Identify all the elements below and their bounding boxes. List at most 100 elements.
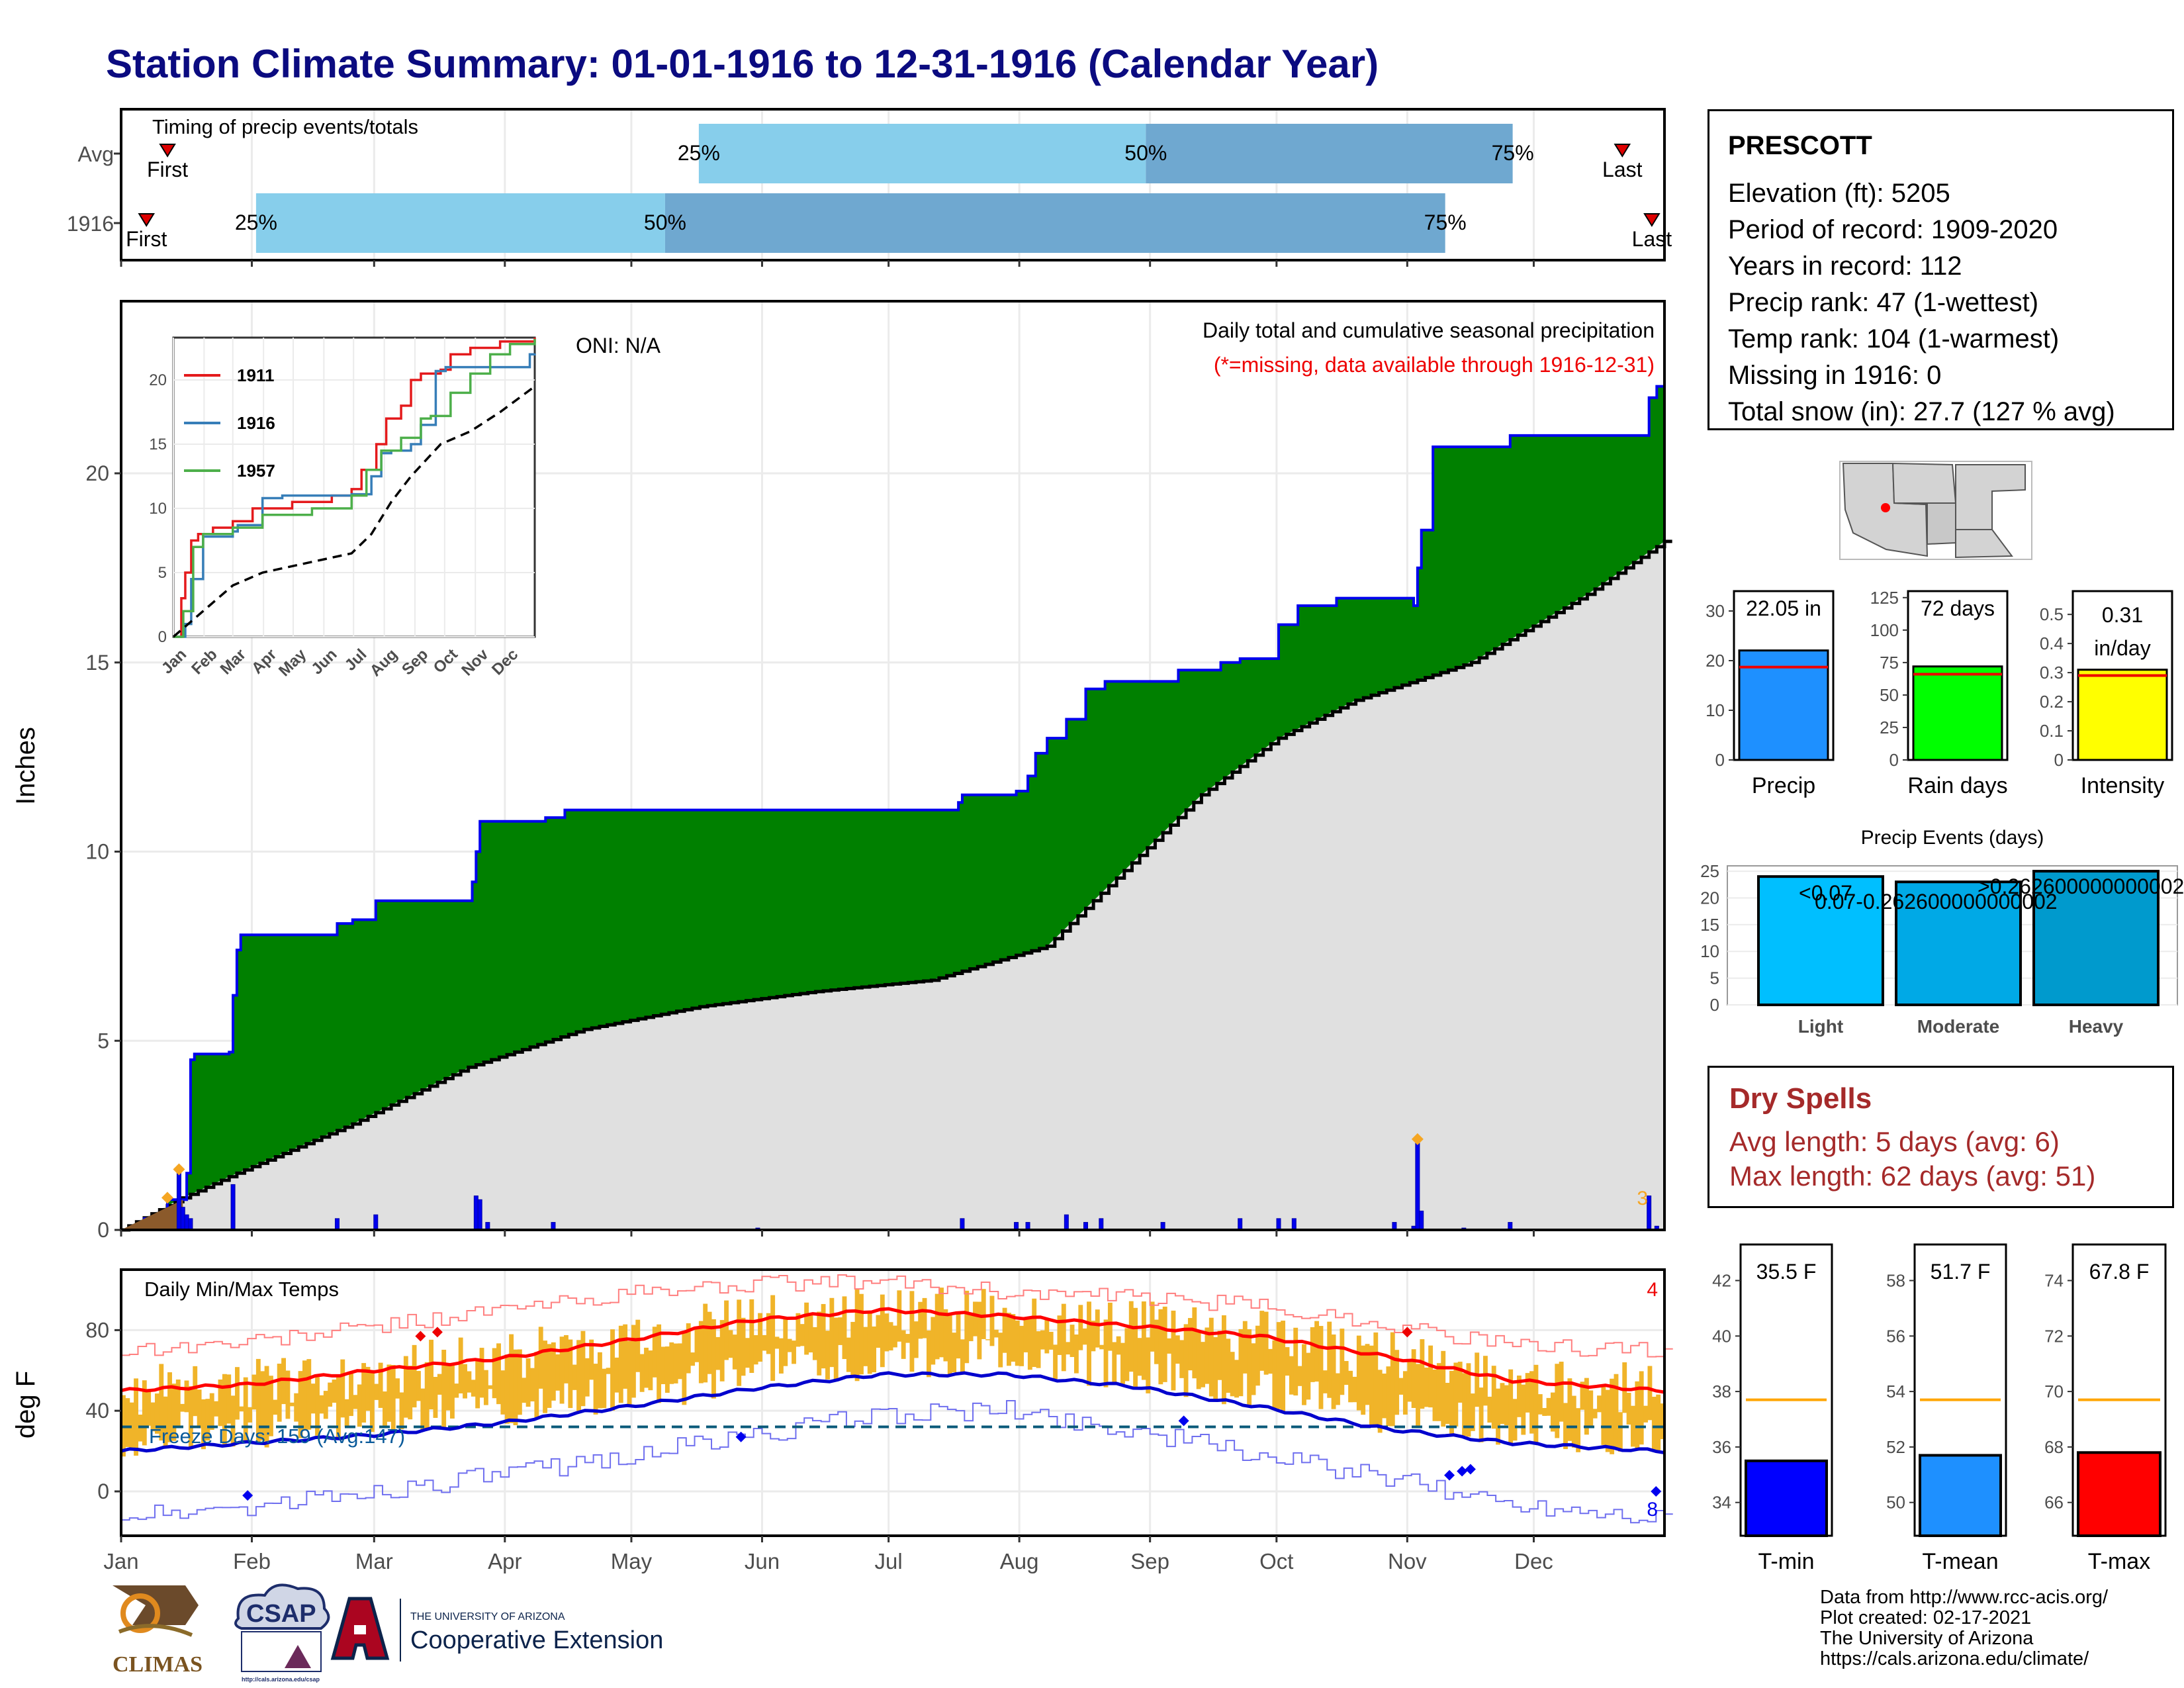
- daily-temp-bar: [175, 1379, 181, 1427]
- climas-logo-text: CLIMAS: [113, 1652, 203, 1677]
- daily-temp-bar: [226, 1374, 232, 1424]
- daily-temp-bar: [285, 1370, 291, 1419]
- daily-temp-bar: [458, 1337, 463, 1393]
- avg-min-line: [120, 1371, 1665, 1454]
- snow-marker: [1411, 1133, 1424, 1145]
- daily-temp-bar: [412, 1344, 417, 1408]
- daily-temp-bar: [673, 1343, 678, 1383]
- inset-legend-label: 1911: [237, 365, 274, 385]
- daily-temp-bar: [715, 1336, 721, 1370]
- daily-temp-bar: [323, 1391, 328, 1419]
- record-low-marker: [1651, 1486, 1662, 1497]
- events-y-tick-label: 25: [1700, 861, 1719, 881]
- station-temp-rank: Temp rank: 104 (1-warmest): [1728, 324, 2060, 353]
- daily-temp-bar: [753, 1335, 758, 1365]
- precip-y-axis-label: Inches: [11, 727, 40, 805]
- daily-temp-bar: [1242, 1321, 1248, 1374]
- totals-y-tick-label: 0: [1715, 750, 1725, 770]
- daily-temp-bar: [1597, 1395, 1602, 1413]
- daily-temp-bar: [973, 1301, 978, 1336]
- credits: Data from http://www.rcc-acis.org/ Plot …: [1820, 1587, 2108, 1669]
- daily-temp-bar: [956, 1313, 961, 1359]
- tavg-y-tick-label: 72: [2044, 1326, 2064, 1346]
- daily-temp-bar: [1302, 1344, 1306, 1405]
- daily-temp-bar: [1082, 1328, 1087, 1345]
- daily-temp-bar: [1660, 1403, 1665, 1440]
- totals-y-tick-label: 10: [1706, 700, 1725, 720]
- daily-temp-bar: [1382, 1374, 1387, 1419]
- daily-temp-bar: [1259, 1311, 1265, 1371]
- daily-temp-bar: [664, 1346, 670, 1393]
- tavg-category-label: T-max: [2088, 1549, 2150, 1574]
- daily-temp-bar: [222, 1374, 227, 1447]
- temps-x-tick-label: Sep: [1130, 1549, 1169, 1573]
- daily-temp-bar: [678, 1343, 682, 1380]
- tavg-y-tick-label: 42: [1712, 1270, 1731, 1290]
- daily-temp-bar: [1019, 1325, 1024, 1366]
- daily-temp-bar: [639, 1354, 645, 1392]
- daily-temp-bar: [1584, 1378, 1589, 1435]
- temps-x-tick-label: Oct: [1259, 1549, 1293, 1573]
- daily-precip-bar: [1291, 1218, 1297, 1231]
- daily-temp-bar: [167, 1372, 172, 1442]
- daily-temp-bar: [395, 1378, 400, 1399]
- precip-panel-border: [120, 300, 1666, 1231]
- daily-temp-bar: [1255, 1325, 1260, 1386]
- daily-temp-bar: [593, 1364, 598, 1415]
- timing-bar-q25-q50: [698, 124, 1146, 183]
- daily-temp-bar: [1529, 1371, 1534, 1434]
- daily-temp-bar: [572, 1364, 577, 1390]
- daily-temp-bar: [1066, 1342, 1071, 1355]
- daily-temp-bar: [1268, 1348, 1273, 1374]
- precip-y-tick-label: 5: [97, 1029, 109, 1053]
- daily-temp-bar: [467, 1371, 472, 1393]
- daily-temp-bar: [829, 1297, 835, 1368]
- daily-temp-bar: [1365, 1344, 1370, 1405]
- csap-logo-text: CSAP: [246, 1600, 316, 1628]
- tavg-value-label: 35.5 F: [1756, 1260, 1817, 1284]
- daily-temp-bar: [1639, 1371, 1644, 1445]
- events-y-tick-label: 0: [1710, 995, 1719, 1015]
- daily-temp-bar: [500, 1370, 506, 1415]
- daily-temp-bar: [344, 1399, 349, 1427]
- daily-temp-bar: [1610, 1378, 1615, 1454]
- record-high-marker: [432, 1327, 443, 1338]
- daily-temp-bar: [1449, 1370, 1454, 1436]
- daily-temp-bar: [479, 1348, 484, 1398]
- daily-temp-bar: [1445, 1382, 1450, 1425]
- tavg-value-label: 51.7 F: [1931, 1260, 1991, 1284]
- daily-temp-bar: [1617, 1412, 1623, 1452]
- totals-bar: [1738, 649, 1829, 761]
- station-total-snow: Total snow (in): 27.7 (127 % avg): [1728, 397, 2115, 426]
- daily-temp-bar: [1647, 1366, 1653, 1421]
- station-info-box: PRESCOTT Elevation (ft): 5205 Period of …: [1707, 109, 2174, 430]
- daily-temp-bar: [142, 1380, 147, 1446]
- daily-temp-bar: [433, 1377, 438, 1418]
- daily-temp-bar: [1036, 1331, 1041, 1368]
- record-min-line: [121, 1400, 1673, 1524]
- temps-x-tick-label: Jun: [745, 1549, 780, 1573]
- daily-temp-bar: [859, 1293, 864, 1375]
- daily-temp-bar: [880, 1294, 885, 1368]
- daily-temp-bar: [390, 1365, 396, 1430]
- events-title: Precip Events (days): [1861, 827, 2044, 849]
- daily-temp-bar: [1343, 1361, 1349, 1385]
- temps-y-tick-label: 40: [85, 1399, 109, 1423]
- timing-q75-label: 75%: [1424, 211, 1467, 234]
- events-bar: [2032, 870, 2160, 1006]
- tavg-y-tick-label: 68: [2044, 1437, 2064, 1457]
- daily-temp-bar: [171, 1383, 177, 1441]
- daily-temp-bar: [1432, 1369, 1437, 1421]
- totals-category-label: Precip: [1752, 773, 1815, 798]
- temps-x-tick-label: Nov: [1388, 1549, 1427, 1573]
- timing-last-marker: [1643, 213, 1661, 227]
- daily-temp-bar: [657, 1324, 662, 1403]
- daily-temp-bar: [547, 1344, 552, 1408]
- daily-temp-bar: [631, 1325, 636, 1398]
- daily-temp-bar: [719, 1320, 725, 1382]
- daily-temp-bar: [1605, 1389, 1610, 1452]
- daily-temp-bar: [513, 1349, 518, 1425]
- daily-temp-bar: [349, 1372, 353, 1417]
- tavg-category-label: T-min: [1758, 1549, 1815, 1574]
- daily-temp-bar: [901, 1330, 906, 1359]
